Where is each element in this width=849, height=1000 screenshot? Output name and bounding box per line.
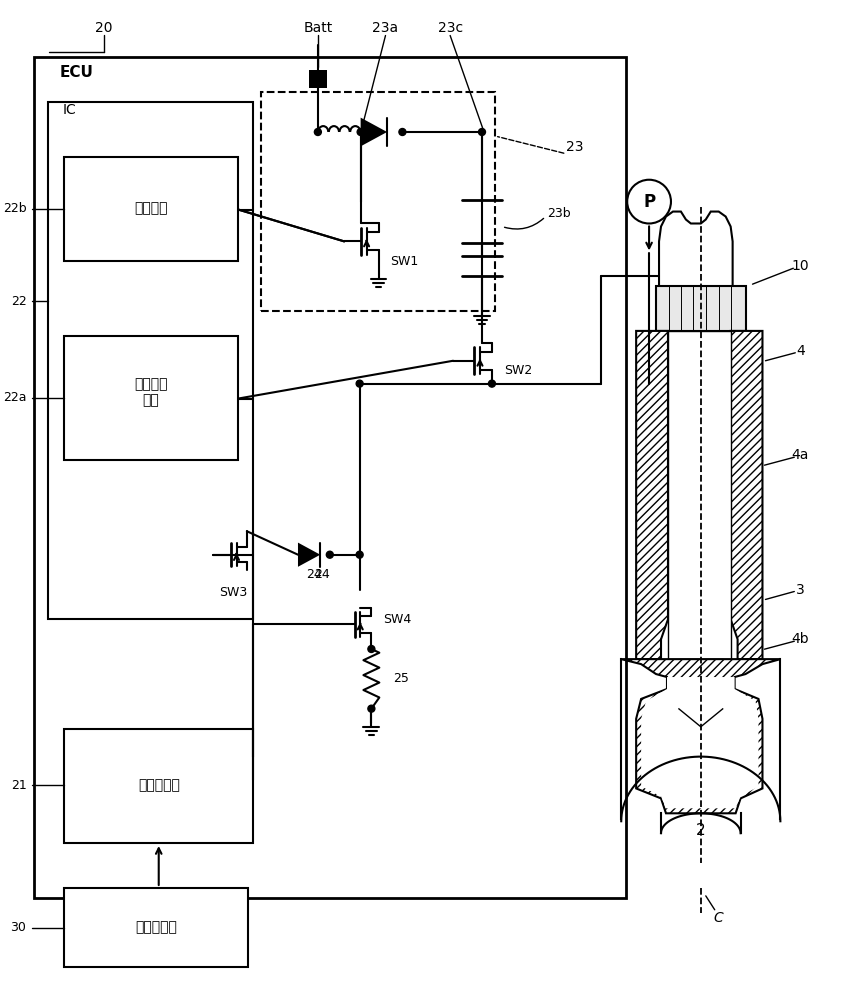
Text: 23c: 23c: [437, 21, 463, 35]
Bar: [679, 659, 722, 709]
Bar: [65, 888, 248, 967]
Polygon shape: [679, 709, 722, 727]
Text: 10: 10: [791, 259, 809, 273]
Polygon shape: [641, 677, 758, 808]
Text: 25: 25: [393, 672, 409, 685]
Circle shape: [357, 129, 364, 135]
Text: SW1: SW1: [391, 255, 419, 268]
Text: C: C: [714, 911, 723, 925]
Text: SW2: SW2: [503, 364, 532, 377]
Text: 微型计算机: 微型计算机: [138, 778, 180, 792]
Text: 4a: 4a: [791, 448, 809, 462]
Text: 喷射驱动
电路: 喷射驱动 电路: [134, 377, 167, 408]
Bar: [656, 286, 745, 331]
Circle shape: [368, 705, 375, 712]
Polygon shape: [731, 331, 762, 659]
Polygon shape: [621, 659, 780, 813]
Text: 21: 21: [11, 779, 26, 792]
Circle shape: [399, 129, 406, 135]
Circle shape: [357, 380, 363, 387]
Text: 23b: 23b: [547, 207, 571, 220]
Bar: [48, 102, 253, 619]
Bar: [65, 336, 239, 460]
Text: 20: 20: [95, 21, 113, 35]
Circle shape: [368, 646, 375, 652]
Polygon shape: [659, 212, 733, 286]
Text: 22a: 22a: [3, 391, 26, 404]
Text: SW4: SW4: [383, 613, 412, 626]
Text: Batt: Batt: [303, 21, 333, 35]
Text: 2: 2: [696, 823, 706, 838]
Circle shape: [326, 551, 334, 558]
Text: 4: 4: [796, 344, 805, 358]
Bar: [309, 70, 327, 88]
Text: 23: 23: [565, 140, 583, 154]
Text: P: P: [643, 193, 655, 211]
Text: 24: 24: [306, 568, 322, 581]
Text: 24: 24: [314, 568, 329, 581]
Text: ECU: ECU: [59, 65, 93, 80]
Text: 4b: 4b: [791, 632, 809, 646]
Bar: [668, 331, 731, 659]
Text: 压力传感器: 压力传感器: [135, 921, 177, 935]
Circle shape: [479, 129, 486, 135]
Bar: [65, 157, 239, 261]
Polygon shape: [298, 543, 320, 567]
Polygon shape: [636, 331, 668, 659]
Bar: [261, 92, 495, 311]
Polygon shape: [361, 118, 387, 146]
Text: 充电电路: 充电电路: [134, 202, 167, 216]
Text: IC: IC: [62, 103, 76, 117]
Circle shape: [357, 551, 363, 558]
Text: SW3: SW3: [219, 586, 247, 599]
Text: 23a: 23a: [373, 21, 398, 35]
Text: 3: 3: [796, 583, 805, 597]
Bar: [65, 729, 253, 843]
Bar: [35, 57, 627, 898]
Circle shape: [314, 129, 322, 135]
Text: 22b: 22b: [3, 202, 26, 215]
Text: 30: 30: [10, 921, 26, 934]
Text: 22: 22: [11, 295, 26, 308]
Circle shape: [488, 380, 496, 387]
